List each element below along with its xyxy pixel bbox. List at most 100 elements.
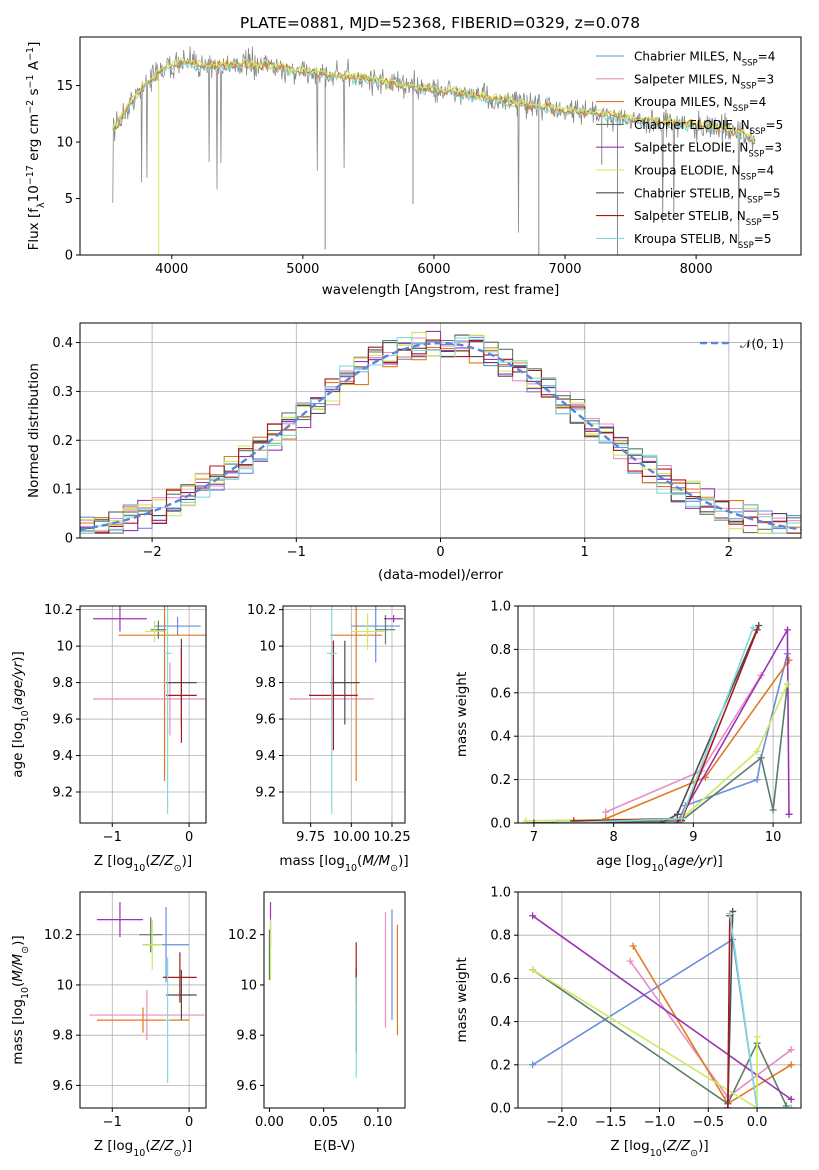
residual-histogram-panel: −2 −1 0 1 2 0 0.1 0.2 0.3 0.4 𝒩(0, 1) (data-model)/…	[26, 322, 802, 583]
mass-vs-metallicity-frame	[79, 891, 207, 1109]
mass-weight-vs-metallicity-xtick-label: 0.0	[747, 1115, 768, 1130]
mass-vs-reddening-ytick-label: 10	[240, 978, 257, 993]
mass-weight-marker	[626, 957, 634, 965]
histogram-ylabel: Normed distribution	[26, 363, 42, 498]
age-vs-metallicity-frame	[79, 605, 207, 824]
mass-vs-reddening-xtick-label: 0.00	[255, 1115, 284, 1130]
mass-weight-marker	[753, 1104, 761, 1108]
mass-weight-line	[557, 626, 790, 823]
legend-label: Salpeter MILES, NSSP=3	[634, 72, 774, 91]
mass-weight-vs-age-ytick-label: 0.0	[490, 817, 511, 832]
age-vs-metallicity-ytick-label: 9.4	[52, 749, 73, 764]
age-vs-mass-ytick-label: 9.2	[255, 786, 276, 801]
age-vs-mass-panel: 9.75 10.00 10.25 9.2 9.4 9.6 9.8 10 10.2 mass [lo…	[247, 603, 411, 873]
mass-weight-marker	[753, 776, 761, 784]
mass-vs-reddening-plot-area	[268, 902, 399, 1078]
histogram-steps	[80, 337, 801, 534]
mass-weight-marker	[755, 622, 763, 630]
mass-weight-line	[573, 629, 758, 822]
mass-weight-vs-age-plot-area	[522, 622, 793, 823]
mass-vs-reddening-xtick-label: 0.05	[309, 1115, 338, 1130]
mass-weight-marker	[726, 910, 734, 918]
age-vs-mass-ytick-label: 10	[259, 640, 276, 655]
mass-vs-metallicity-xlabel: Z [log10(Z/Z⊙)]	[94, 1138, 192, 1159]
age-vs-metallicity-ytick-label: 9.6	[52, 713, 73, 728]
mass-weight-line	[532, 969, 758, 1108]
age-vs-mass-xtick-label: 10.00	[333, 830, 370, 845]
mass-vs-reddening-frame	[263, 891, 406, 1109]
normal-curve	[80, 341, 801, 531]
mass-vs-metallicity-ytick-label: 9.6	[52, 1079, 73, 1094]
mass-weight-marker	[787, 1061, 795, 1069]
residual-histogram-ytick-label: 0.2	[52, 434, 73, 449]
mass-weight-marker	[529, 912, 537, 920]
mass-weight-marker	[753, 626, 761, 634]
mass-vs-reddening-xlabel: E(B-V)	[314, 1138, 356, 1154]
spectrum-xtick-label: 5000	[286, 262, 319, 277]
spectrum-ytick-label: 10	[56, 136, 73, 151]
mass-weight-vs-age-xlabel: age [log10(age/yr)]	[596, 853, 722, 874]
legend-label: Kroupa MILES, NSSP=4	[634, 95, 766, 114]
mass-weight-vs-age-ytick-label: 0.6	[490, 686, 511, 701]
model-spectrum-line	[112, 57, 756, 140]
age-vs-mass-frame	[282, 605, 406, 824]
spectrum-ytick-label: 5	[65, 192, 73, 207]
age-vs-mass-xtick-label: 10.25	[373, 830, 410, 845]
mass-weight-marker	[787, 1104, 795, 1108]
mass-weight-marker	[769, 806, 777, 814]
mass-weight-vs-metallicity-ytick-label: 0.4	[490, 1015, 511, 1030]
age-vs-metallicity-ytick-label: 10.2	[44, 603, 73, 618]
mass-weight-line	[525, 684, 789, 823]
mass-weight-vs-metallicity-ytick-label: 0.6	[490, 972, 511, 987]
mass-weight-vs-age-xtick-label: 7	[530, 830, 538, 845]
figure-title: PLATE=0881, MJD=52368, FIBERID=0329, z=0…	[240, 14, 640, 32]
mass-weight-vs-age-ytick-label: 0.4	[490, 730, 511, 745]
mass-weight-marker	[783, 680, 791, 688]
age-vs-metallicity-panel: −1 0 9.2 9.4 9.6 9.8 10 10.2 Z [log10(Z/Z⊙)] age …	[10, 603, 207, 874]
mass-weight-marker	[570, 817, 578, 823]
mass-weight-marker	[753, 747, 761, 755]
age-vs-mass-ytick-label: 9.8	[255, 676, 276, 691]
residual-histogram-xtick-label: −1	[287, 545, 306, 560]
observed-spectrum-line	[112, 46, 756, 248]
mass-vs-metallicity-ytick-label: 9.8	[52, 1029, 73, 1044]
mass-weight-line	[533, 625, 760, 823]
spectrum-ytick-label: 0	[65, 249, 73, 264]
mass-weight-marker	[757, 754, 765, 762]
mass-vs-reddening-xtick-label: 0.10	[363, 1115, 392, 1130]
mass-vs-reddening-ytick-label: 9.8	[236, 1029, 257, 1044]
mass-weight-marker	[785, 656, 793, 664]
legend-label: Kroupa ELODIE, NSSP=4	[634, 164, 774, 183]
age-vs-metallicity-plot-area	[93, 606, 206, 814]
mass-weight-vs-age-frame	[517, 605, 802, 824]
mass-weight-marker	[787, 1046, 795, 1054]
residual-histogram-ytick-label: 0.4	[52, 336, 73, 351]
mass-weight-vs-metallicity-ytick-label: 1.0	[490, 886, 511, 901]
age-vs-metallicity-ytick-label: 9.2	[52, 786, 73, 801]
age-vs-metallicity-ytick-label: 9.8	[52, 676, 73, 691]
mass-weight-vs-metallicity-plot-area	[529, 907, 795, 1108]
spectrum-xtick-label: 7000	[548, 262, 581, 277]
mass-weight-marker	[554, 819, 562, 823]
mass-weight-vs-age-xtick-label: 10	[765, 830, 782, 845]
age-vs-mass-plot-area	[289, 606, 404, 814]
mass-weight-vs-metallicity-ylabel: mass weight	[454, 957, 470, 1042]
mass-weight-marker	[753, 1033, 761, 1041]
mass-weight-marker	[785, 810, 793, 818]
mass-weight-line	[605, 674, 762, 813]
age-vs-mass-ytick-label: 9.4	[255, 749, 276, 764]
mass-weight-marker	[602, 808, 610, 816]
mass-vs-metallicity-ytick-label: 10.2	[44, 928, 73, 943]
mass-weight-vs-age-panel: 7 8 9 10 0.0 0.2 0.4 0.6 0.8 1.0 age [log10(age/yr…	[454, 600, 802, 874]
model-spectrum-line	[112, 60, 756, 144]
residual-histogram-plot-area	[80, 330, 801, 534]
mass-vs-metallicity-xtick-label: 0	[185, 1115, 193, 1130]
legend-label: Salpeter ELODIE, NSSP=3	[634, 141, 782, 160]
mass-vs-reddening-ytick-label: 10.2	[228, 928, 257, 943]
mass-weight-vs-metallicity-xlabel: Z [log10(Z/Z⊙)]	[610, 1138, 708, 1159]
mass-weight-line	[532, 969, 788, 1107]
residual-histogram-ytick-label: 0.1	[52, 483, 73, 498]
mass-weight-marker	[749, 624, 757, 632]
legend-label: Chabrier ELODIE, NSSP=5	[634, 118, 783, 137]
